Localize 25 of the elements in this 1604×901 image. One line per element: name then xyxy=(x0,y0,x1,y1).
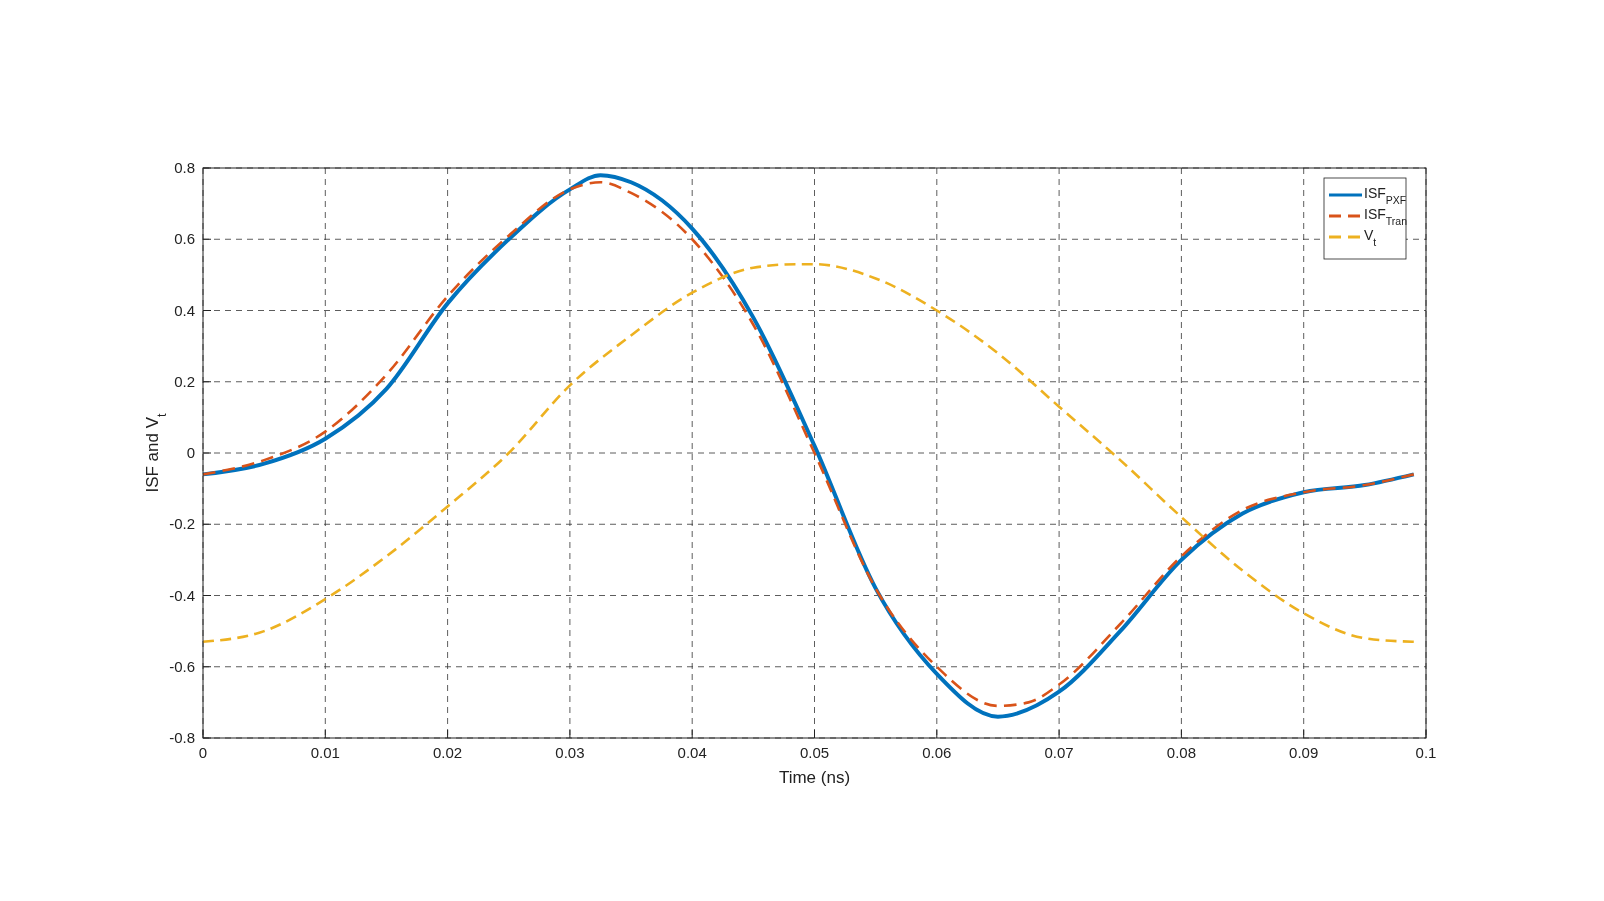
x-tick-label: 0.02 xyxy=(433,744,463,761)
y-tick-label: -0.4 xyxy=(169,586,195,604)
x-tick-label: 0.03 xyxy=(555,744,585,761)
legend-label: V$_{t}$ xyxy=(1364,227,1377,248)
x-tick-label: 0.07 xyxy=(1044,744,1074,761)
y-tick-label: 0.4 xyxy=(174,301,195,319)
y-tick-label: 0.6 xyxy=(174,230,195,248)
y-tick-label: 0.2 xyxy=(174,372,195,390)
x-tick-label: 0.05 xyxy=(799,744,830,761)
x-tick-label: 0.1 xyxy=(1415,744,1437,761)
x-tick-label: 0.09 xyxy=(1289,744,1319,761)
y-tick-label: 0 xyxy=(186,444,195,461)
x-axis-title: Time (ns) xyxy=(778,768,851,787)
x-tick-label: 0.04 xyxy=(677,744,707,761)
line-series xyxy=(201,262,1416,644)
legend-label: ISF$_{Tran}$ xyxy=(1364,206,1408,227)
y-tick-label: -0.6 xyxy=(169,657,195,675)
y-tick-label: -0.2 xyxy=(169,515,195,533)
x-tick-label: 0.08 xyxy=(1166,744,1196,761)
x-tick-label: 0.06 xyxy=(922,744,952,761)
x-tick-label: 0 xyxy=(198,744,208,761)
y-tick-label: 0.8 xyxy=(174,159,195,176)
y-tick-label: -0.8 xyxy=(169,729,195,746)
legend-label: ISF$_{PXF}$ xyxy=(1364,185,1407,206)
x-tick-label: 0.01 xyxy=(310,744,340,761)
